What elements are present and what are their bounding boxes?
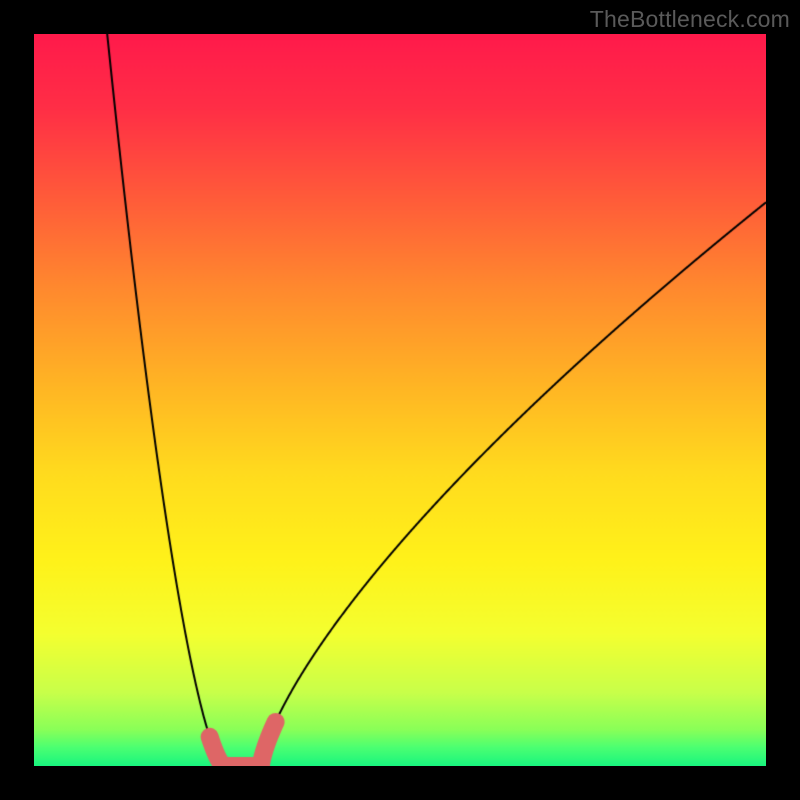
bottleneck-curve (34, 34, 766, 766)
watermark-text: TheBottleneck.com (590, 6, 790, 33)
chart-frame (34, 34, 766, 766)
